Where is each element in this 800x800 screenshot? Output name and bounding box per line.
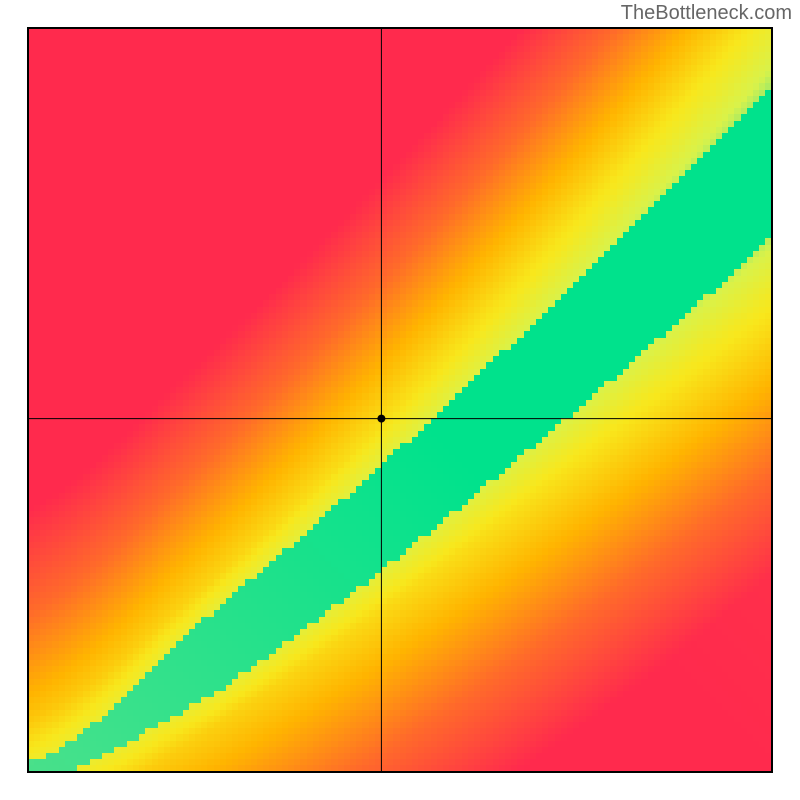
bottleneck-heatmap: [0, 0, 800, 800]
